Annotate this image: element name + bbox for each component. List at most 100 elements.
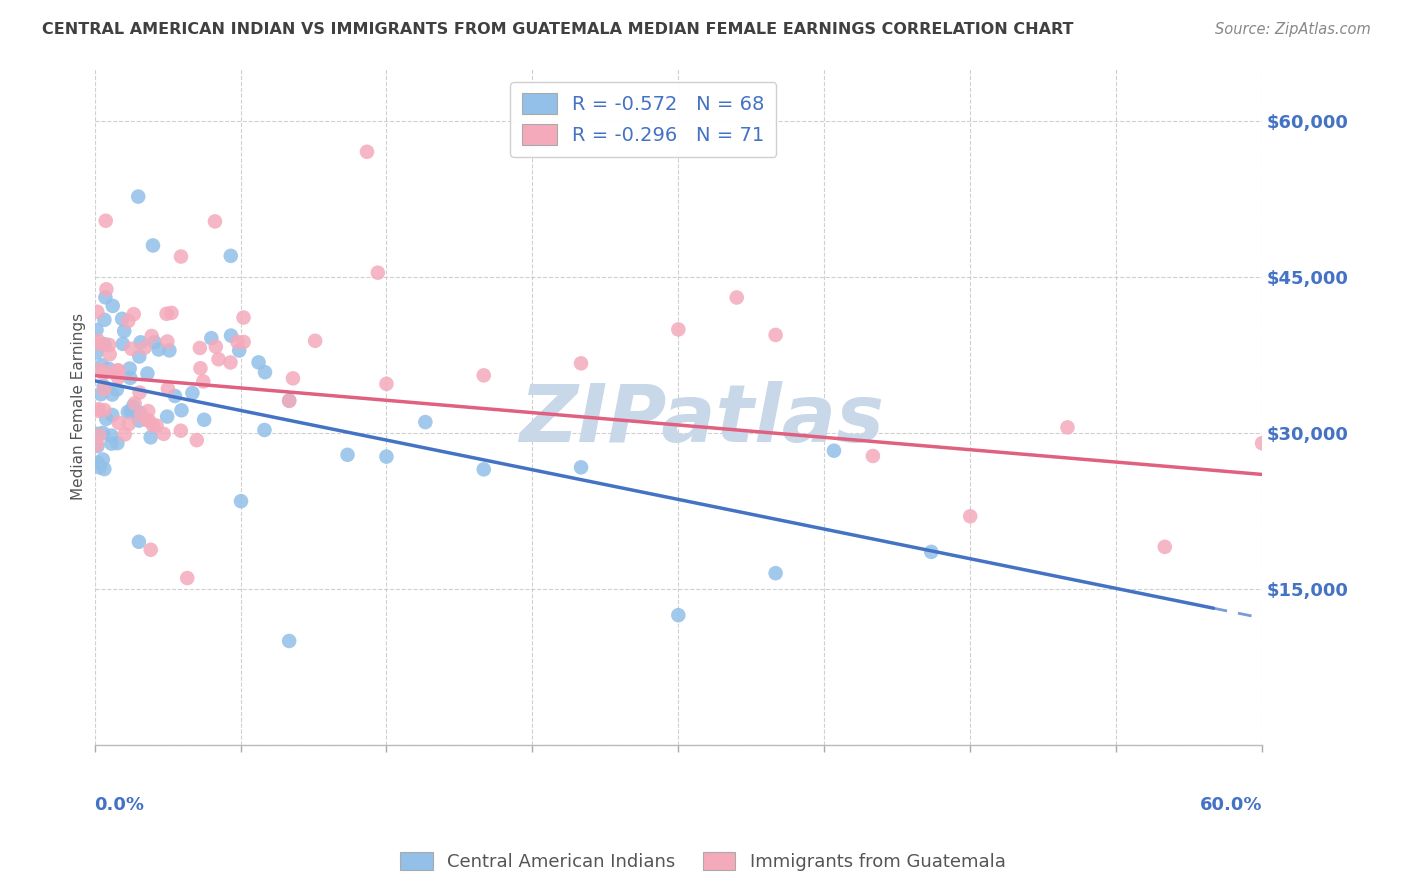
Text: ZIPatlas: ZIPatlas (519, 381, 884, 459)
Point (107, 363, 129, 377)
Point (91, 367, 114, 381)
Point (666, 322, 689, 336)
Point (107, 436, 129, 450)
Point (105, 383, 128, 397)
Point (87, 456, 110, 470)
Point (415, 415, 437, 429)
Point (219, 249, 242, 263)
Point (136, 404, 159, 418)
Point (93, 379, 115, 393)
Point (142, 418, 165, 433)
Point (98, 347, 121, 361)
Point (219, 355, 242, 369)
Point (105, 363, 128, 377)
Point (128, 414, 150, 428)
Point (86, 438, 108, 452)
Point (93, 462, 115, 476)
Point (91, 425, 114, 440)
Point (765, 327, 787, 342)
Point (124, 396, 146, 410)
Point (666, 608, 689, 623)
Point (336, 448, 359, 462)
Point (152, 426, 174, 441)
Point (96, 282, 118, 296)
Point (89, 337, 111, 351)
Point (367, 266, 389, 280)
Y-axis label: Median Female Earnings: Median Female Earnings (72, 313, 86, 500)
Point (121, 342, 143, 356)
Point (156, 382, 179, 396)
Point (86, 323, 108, 337)
Point (232, 310, 254, 325)
Point (90, 358, 112, 372)
Point (142, 238, 165, 252)
Point (90, 387, 112, 401)
Point (120, 404, 142, 418)
Point (356, 145, 378, 159)
Point (375, 376, 398, 391)
Point (148, 343, 170, 357)
Point (200, 331, 222, 345)
Point (156, 334, 179, 349)
Point (128, 385, 150, 400)
Point (959, 509, 981, 524)
Point (112, 324, 135, 338)
Point (188, 341, 211, 355)
Point (96, 412, 118, 426)
Point (765, 566, 787, 581)
Point (186, 433, 208, 447)
Point (87, 404, 110, 418)
Point (129, 335, 152, 350)
Point (281, 371, 304, 385)
Point (145, 418, 167, 433)
Point (138, 414, 160, 428)
Point (569, 460, 592, 475)
Point (117, 314, 139, 328)
Point (193, 413, 215, 427)
Point (232, 334, 254, 349)
Point (157, 343, 180, 358)
Point (207, 352, 229, 367)
Point (920, 545, 942, 559)
Point (93, 337, 115, 351)
Point (128, 534, 150, 549)
Point (87, 334, 110, 348)
Text: Source: ZipAtlas.com: Source: ZipAtlas.com (1215, 22, 1371, 37)
Point (253, 423, 276, 437)
Point (219, 328, 242, 343)
Point (247, 355, 270, 369)
Point (127, 189, 149, 203)
Point (278, 393, 301, 408)
Point (93, 403, 115, 417)
Point (862, 449, 884, 463)
Point (120, 371, 142, 385)
Point (117, 405, 139, 419)
Point (253, 365, 276, 379)
Legend: R = -0.572   N = 68, R = -0.296   N = 71: R = -0.572 N = 68, R = -0.296 N = 71 (510, 82, 776, 157)
Point (111, 311, 134, 326)
Point (163, 389, 186, 403)
Point (101, 408, 124, 422)
Point (204, 214, 226, 228)
Point (139, 542, 162, 557)
Point (1153, 540, 1175, 554)
Point (94, 290, 117, 304)
Point (143, 335, 166, 350)
Point (122, 307, 145, 321)
Point (94, 365, 117, 379)
Point (226, 334, 249, 349)
Text: 60.0%: 60.0% (1199, 796, 1263, 814)
Point (86, 439, 108, 453)
Point (89, 363, 111, 377)
Point (98, 338, 121, 352)
Point (107, 371, 129, 385)
Point (114, 427, 136, 442)
Point (204, 340, 226, 354)
Point (156, 409, 179, 424)
Point (89, 460, 111, 475)
Text: 0.0%: 0.0% (94, 796, 145, 814)
Point (86, 345, 108, 359)
Point (155, 307, 177, 321)
Point (139, 430, 162, 444)
Point (190, 361, 212, 376)
